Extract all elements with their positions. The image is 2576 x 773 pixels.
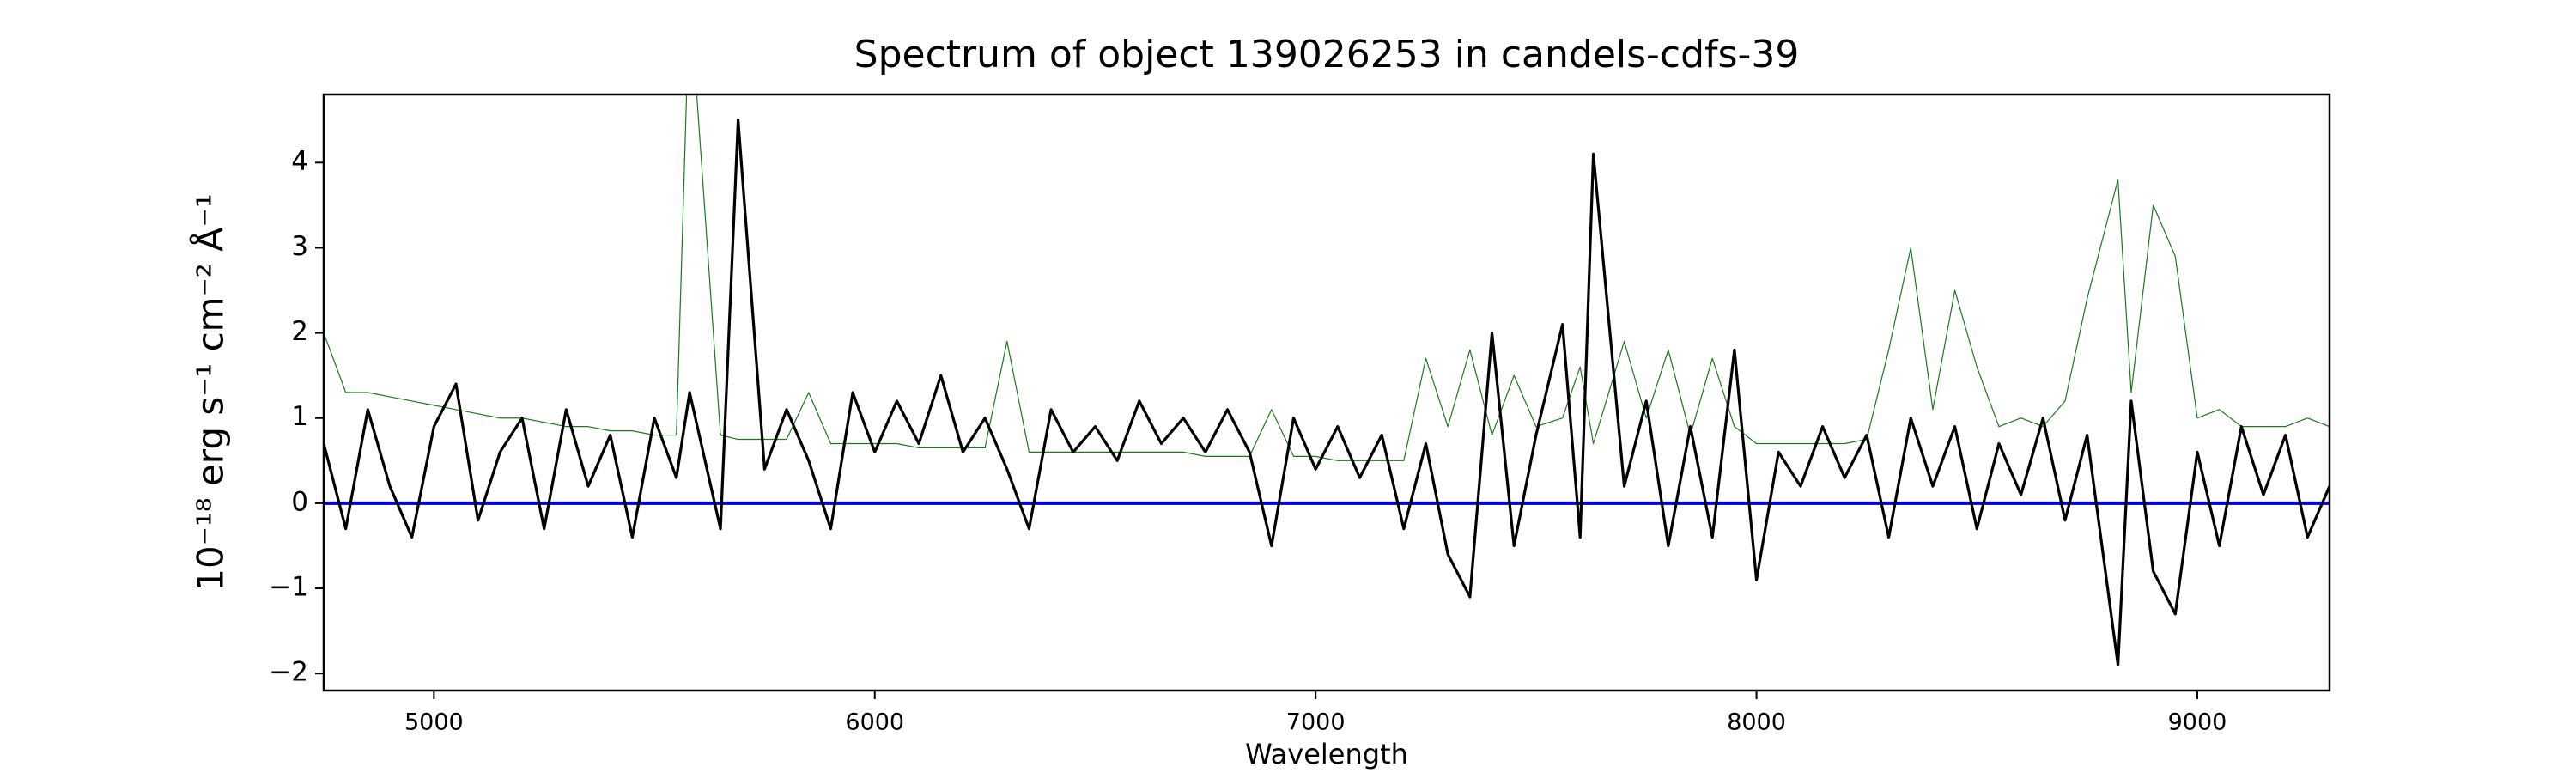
x-axis-label: Wavelength xyxy=(1245,738,1408,770)
y-tick-label: 2 xyxy=(291,316,308,347)
y-tick-label: 4 xyxy=(291,146,308,177)
plot-frame xyxy=(322,93,2331,692)
plot-area xyxy=(324,94,2330,666)
series-line xyxy=(324,119,2330,666)
x-tick-label: 5000 xyxy=(404,709,464,736)
y-tick-label: −1 xyxy=(269,572,308,603)
chart-title: Spectrum of object 139026253 in candels-… xyxy=(854,33,1800,76)
x-tick-label: 7000 xyxy=(1286,709,1346,736)
y-tick-label: 1 xyxy=(291,401,308,432)
x-tick-label: 8000 xyxy=(1727,709,1786,736)
y-tick-label: −2 xyxy=(269,657,308,688)
y-axis-label: 10⁻¹⁸ erg s⁻¹ cm⁻² Å⁻¹ xyxy=(189,193,232,591)
series-line xyxy=(324,94,2330,461)
x-tick-label: 9000 xyxy=(2168,709,2227,736)
y-tick-label: 0 xyxy=(291,486,308,517)
x-tick-label: 6000 xyxy=(845,709,904,736)
y-tick-label: 3 xyxy=(291,231,308,262)
